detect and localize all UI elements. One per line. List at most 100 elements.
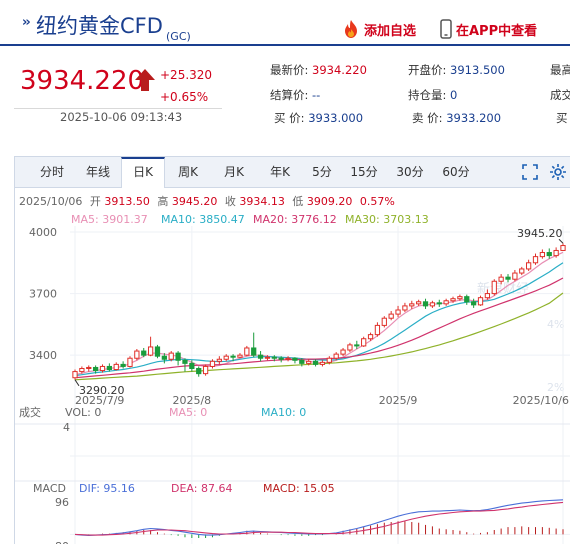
- candle-body: [539, 252, 546, 258]
- divider: [14, 108, 222, 109]
- tab-yearly-k[interactable]: 年K: [270, 165, 290, 179]
- candle-body: [292, 357, 298, 361]
- tab-15min[interactable]: 15分: [350, 165, 378, 179]
- candle-body: [209, 360, 216, 367]
- candle-body: [450, 298, 456, 302]
- candle-body: [147, 346, 154, 356]
- bid-value: 3933.000: [308, 111, 364, 125]
- candle-body: [120, 363, 126, 367]
- candle-body: [285, 357, 291, 360]
- candle-body: [553, 249, 559, 257]
- candle-body: [134, 350, 140, 359]
- candle-body: [361, 338, 367, 347]
- ma20-legend: MA20: 3776.12: [253, 213, 337, 226]
- tab-year-line[interactable]: 年线: [85, 165, 110, 179]
- candle-body: [512, 272, 518, 280]
- tab-60min[interactable]: 60分: [442, 165, 470, 179]
- volume-ma10: MA10: 0: [261, 406, 306, 419]
- kline-chart[interactable]: 2025/10/06 开 3913.50 高 3945.20 收 3934.13…: [15, 188, 570, 544]
- candle-body: [484, 293, 491, 299]
- page-header: ›› 纽约黄金CFD (GC) 添加自选 在APP中查看: [0, 0, 570, 46]
- candle-body: [113, 363, 119, 371]
- date-tick-label: 2025/10/6: [513, 394, 569, 407]
- candle-body: [161, 355, 167, 360]
- macd-axis-label-2: 80: [55, 540, 69, 544]
- tab-daily-k[interactable]: 日K: [121, 157, 165, 188]
- open-label: 开盘价:: [408, 63, 447, 77]
- settle-price-row: 结算价: --: [270, 87, 320, 103]
- bid2-label: 买: [556, 111, 568, 125]
- candles: 3945.20 3290.20: [72, 227, 566, 397]
- settings-icon[interactable]: [549, 163, 567, 181]
- ma5-line: [74, 251, 564, 376]
- fire-icon: [345, 20, 357, 38]
- add-favorite-label: 添加自选: [364, 23, 417, 39]
- candle-body: [257, 354, 264, 359]
- candle-body: [306, 360, 312, 364]
- candle-body: [532, 256, 539, 264]
- macd-title: MACD: [33, 482, 66, 495]
- volume-value: VOL: 0: [65, 406, 101, 419]
- quote-datetime: 2025-10-06 09:13:43: [60, 110, 183, 124]
- high-price-row: 最高: [550, 62, 570, 78]
- ma10-legend: MA10: 3850.47: [161, 213, 245, 226]
- page-title: 纽约黄金CFD: [36, 14, 163, 38]
- moving-averages: [74, 251, 564, 381]
- chart-panel: 分时 年线 日K 周K 月K 年K 5分 15分 30分 60分 2025/10…: [14, 156, 570, 544]
- info-open: 3913.50: [104, 195, 150, 208]
- candle-body: [251, 347, 257, 356]
- bid2-row: 买: [556, 110, 568, 126]
- candle-body: [381, 317, 387, 326]
- info-open-label: 开: [90, 195, 101, 208]
- settle-value: --: [312, 88, 321, 102]
- info-pct: 0.57%: [360, 195, 395, 208]
- price-change: +25.320: [160, 68, 213, 82]
- candle-body: [464, 296, 470, 303]
- open-app-button[interactable]: 在APP中查看: [440, 18, 537, 40]
- min-price-pointer: [74, 379, 80, 387]
- candle-body: [278, 357, 284, 360]
- tab-timeshare[interactable]: 分时: [39, 165, 64, 179]
- info-low-label: 低: [292, 195, 303, 208]
- candle-body: [436, 302, 442, 305]
- tab-weekly-k[interactable]: 周K: [178, 165, 198, 179]
- tab-30min[interactable]: 30分: [396, 165, 424, 179]
- candle-body: [319, 361, 326, 365]
- latest-label: 最新价:: [270, 63, 309, 77]
- fullscreen-icon[interactable]: [521, 163, 539, 181]
- candle-body: [244, 347, 250, 356]
- ask-label: 卖 价:: [412, 111, 443, 125]
- add-favorite-button[interactable]: 添加自选: [342, 18, 416, 40]
- candle-body: [471, 301, 477, 306]
- date-tick-label: 2025/9: [379, 394, 418, 407]
- candle-body: [216, 358, 222, 362]
- candle-body: [422, 301, 429, 307]
- volume-axis-label: 4: [63, 421, 70, 434]
- candle-body: [546, 252, 552, 257]
- candle-body: [264, 356, 271, 359]
- candle-body: [299, 359, 305, 364]
- candle-body: [416, 301, 422, 305]
- candle-body: [560, 245, 566, 251]
- tab-5min[interactable]: 5分: [312, 165, 332, 179]
- bid-label: 买 价:: [274, 111, 305, 125]
- candle-body: [347, 344, 353, 351]
- vol-label: 成交: [550, 88, 570, 102]
- candle-body: [374, 324, 381, 336]
- candle-body: [498, 276, 504, 282]
- candle-body: [457, 296, 463, 300]
- candle-body: [333, 353, 339, 359]
- price-tick-label: 4000: [29, 226, 57, 239]
- tab-monthly-k[interactable]: 月K: [224, 165, 244, 179]
- pct-label-4: 4%: [547, 318, 564, 331]
- info-high-label: 高: [157, 194, 168, 208]
- current-price: 3934.220: [20, 66, 145, 96]
- latest-price-row: 最新价: 3934.220: [270, 62, 367, 78]
- macd-dif: DIF: 95.16: [79, 482, 135, 495]
- price-change-box: +25.320 +0.65%: [160, 64, 212, 108]
- max-price-label: 3945.20: [517, 227, 563, 240]
- candle-body: [326, 357, 332, 363]
- candle-body: [237, 354, 243, 358]
- phone-icon: [440, 19, 452, 39]
- info-date: 2025/10/06: [19, 195, 82, 208]
